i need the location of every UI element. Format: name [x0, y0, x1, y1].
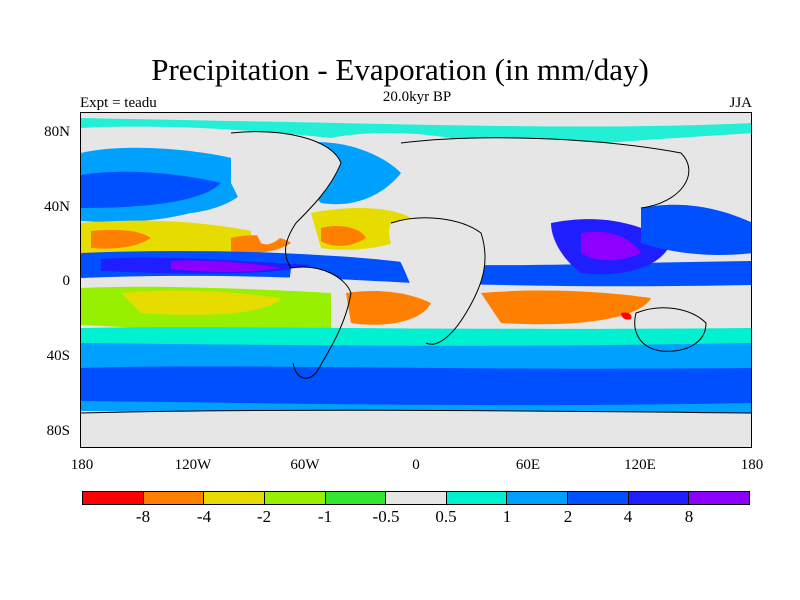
field-southern-ocean-wetter	[81, 366, 751, 406]
field-eurasia-land	[401, 137, 689, 213]
lat-label-0: 0	[62, 273, 71, 289]
colorbar	[82, 491, 750, 505]
coastline-afro-eurasia	[390, 137, 690, 345]
colorbar-label: 1	[502, 507, 512, 526]
colorbar-swatch	[386, 492, 447, 504]
colorbar-label: -4	[196, 507, 212, 526]
season-label: JJA	[729, 95, 752, 111]
field-itcz-extreme	[171, 260, 281, 272]
field-south-pacific-dry	[121, 290, 281, 315]
colorbar-swatch	[83, 492, 144, 504]
lon-label-180w: 180	[70, 457, 94, 473]
colorbar-swatch	[143, 492, 205, 504]
colorbar-swatch	[204, 492, 265, 504]
colorbar-swatch	[507, 492, 569, 504]
colorbar-label: 0.5	[435, 507, 457, 526]
colorbar-swatch	[325, 492, 387, 504]
field-south-indian-strong-dry	[621, 312, 632, 320]
lon-label-0: 0	[412, 457, 420, 473]
lat-label-40s: 40S	[46, 348, 70, 364]
colorbar-label: 4	[623, 507, 633, 526]
colorbar-label: -2	[256, 507, 272, 526]
colorbar-swatch	[568, 492, 629, 504]
field-west-pacific-wet	[641, 204, 751, 255]
map-plot-area	[80, 112, 752, 448]
field-south-atlantic-dry	[346, 291, 431, 325]
field-north-subtropic-dry	[91, 229, 151, 249]
colorbar-label: 8	[684, 507, 694, 526]
colorbar-label: -0.5	[372, 507, 400, 526]
field-north-pacific-wetter	[81, 171, 221, 208]
colorbar-label: 2	[563, 507, 573, 526]
colorbar-swatch	[264, 492, 326, 504]
colorbar-swatch	[446, 492, 508, 504]
colorbar-label: -1	[317, 507, 333, 526]
colorbar-swatch	[628, 492, 690, 504]
colorbar-swatch	[689, 492, 750, 504]
map-subtitle: 20.0kyr BP	[382, 89, 452, 105]
lon-label-180e: 180	[740, 457, 764, 473]
lon-label-60w: 60W	[290, 457, 320, 473]
lon-label-120w: 120W	[174, 457, 212, 473]
field-southern-ocean-cyan	[81, 327, 751, 346]
field-north-atlantic-dry	[321, 226, 366, 246]
lat-label-80n: 80N	[44, 124, 70, 140]
lon-label-60e: 60E	[515, 457, 541, 473]
coastline-americas	[230, 131, 352, 379]
field-south-indian-dry	[481, 290, 651, 325]
field-antarctica-land	[81, 410, 751, 447]
lon-label-120e: 120E	[624, 457, 656, 473]
field-india-extreme	[581, 231, 641, 261]
coastline-australia	[634, 307, 707, 352]
coastline-antarctica	[81, 409, 751, 414]
lat-label-80s: 80S	[46, 423, 70, 439]
experiment-label: Expt = teadu	[80, 95, 157, 111]
map-title: Precipitation - Evaporation (in mm/day)	[151, 52, 649, 87]
field-north-america-land	[231, 131, 341, 245]
colorbar-label: -8	[135, 507, 151, 526]
lat-label-40n: 40N	[44, 199, 70, 215]
field-arctic-neutral	[81, 113, 751, 127]
precip-evap-field	[81, 113, 751, 447]
field-africa-land	[389, 217, 486, 345]
